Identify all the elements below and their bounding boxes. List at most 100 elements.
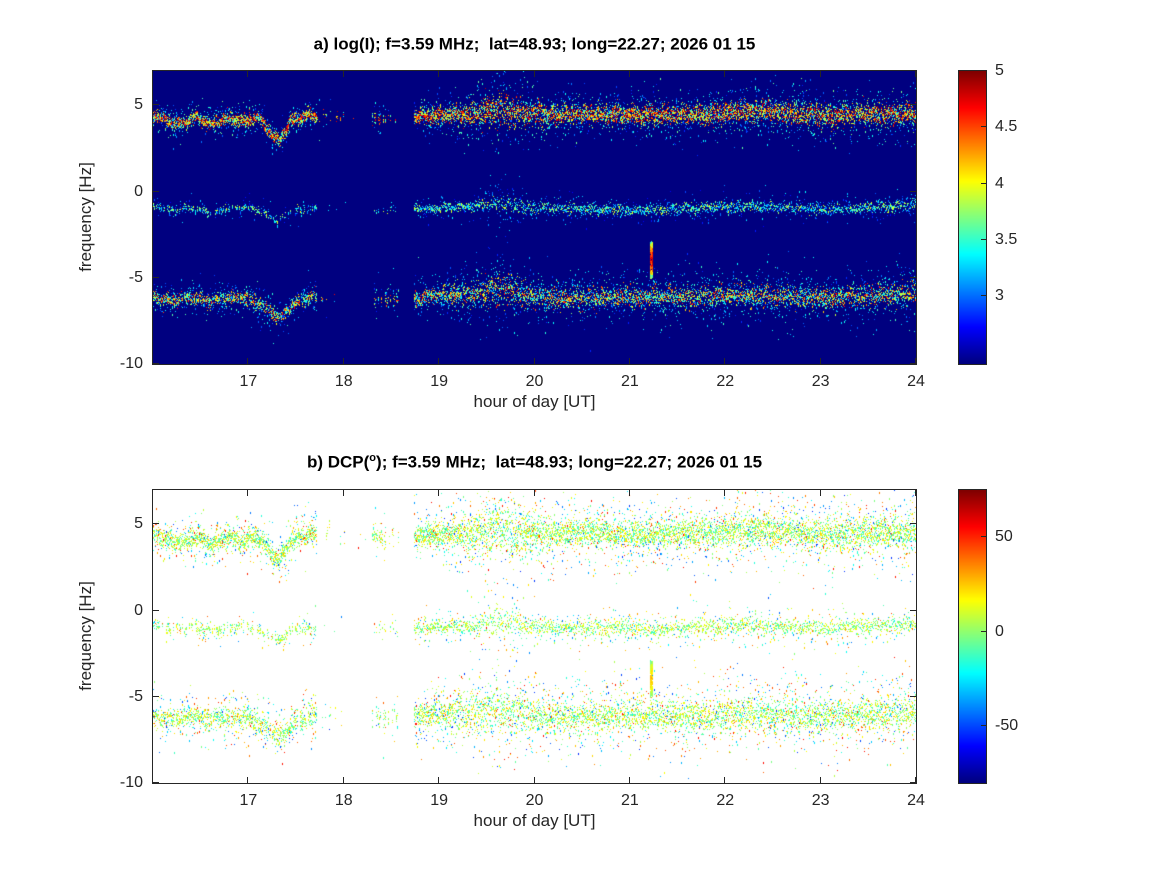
x-tick-label-a: 20 xyxy=(525,373,544,390)
x-tick-mark xyxy=(628,777,630,783)
panel-b-plot-area: 17 18 19 20 21 22 23 24 5 0 -5 -10 xyxy=(120,489,925,809)
x-tick-mark xyxy=(915,777,916,783)
panel-b-title-post: ); f=3.59 MHz; lat=48.93; long=22.27; 20… xyxy=(376,452,763,472)
panel-b-colorbar-gradient xyxy=(959,490,986,783)
x-tick-mark xyxy=(438,358,440,364)
panel-b-title-sup: o xyxy=(369,452,377,464)
colorbar-tick-label-b: -50 xyxy=(995,717,1019,735)
y-tick-label-b: 5 xyxy=(134,515,143,533)
panel-b-ylabel: frequency [Hz] xyxy=(76,581,95,691)
panel-b-xlabel: hour of day [UT] xyxy=(473,811,596,830)
x-tick-mark-top xyxy=(628,71,630,77)
panel-a-spectrogram-heatmap xyxy=(153,71,916,364)
colorbar-tick-label-a: 4 xyxy=(995,174,1004,192)
y-tick-mark xyxy=(153,609,159,611)
x-tick-label-a: 21 xyxy=(620,373,639,390)
x-tick-mark xyxy=(819,777,821,783)
x-tick-mark xyxy=(724,358,726,364)
colorbar-tick-mark xyxy=(981,239,986,241)
colorbar-tick-mark xyxy=(981,725,986,727)
y-tick-mark-right xyxy=(910,695,916,697)
x-tick-mark-top xyxy=(533,490,535,496)
x-tick-label-b: 18 xyxy=(334,792,353,809)
y-tick-label-a: 5 xyxy=(134,96,143,114)
x-tick-mark-top xyxy=(342,490,344,496)
x-tick-mark xyxy=(915,358,916,364)
colorbar-tick-mark xyxy=(981,630,986,632)
x-tick-mark-top xyxy=(628,490,630,496)
x-tick-mark-top xyxy=(533,71,535,77)
panel-a-title-pre: a) log(I); f=3.59 MHz; lat=48.93; long=2… xyxy=(313,34,756,54)
panel-b-spectrogram-heatmap xyxy=(153,490,916,783)
x-tick-mark-top xyxy=(247,71,249,77)
colorbar-tick-mark xyxy=(981,536,986,538)
y-tick-mark xyxy=(153,363,159,364)
x-tick-label-b: 21 xyxy=(620,792,639,809)
y-tick-mark-right xyxy=(910,276,916,278)
x-tick-label-b: 19 xyxy=(430,792,449,809)
x-tick-mark-top xyxy=(819,71,821,77)
colorbar-tick-label-a: 4.5 xyxy=(995,118,1018,136)
x-tick-mark xyxy=(533,777,535,783)
panel-a-ylabel: frequency [Hz] xyxy=(76,162,95,272)
x-tick-label-b: 17 xyxy=(239,792,258,809)
y-tick-mark xyxy=(153,695,159,697)
x-tick-mark-top xyxy=(724,71,726,77)
x-tick-mark-top xyxy=(724,490,726,496)
colorbar-tick-label-a: 3 xyxy=(995,287,1004,305)
panel-a-plot-area: 17 18 19 20 21 22 23 24 5 0 -5 -10 xyxy=(120,70,925,390)
y-tick-label-a: -5 xyxy=(128,268,143,286)
x-tick-mark-top xyxy=(247,490,249,496)
panel-a-colorbar-gradient xyxy=(959,71,986,364)
y-tick-label-b: -10 xyxy=(119,774,143,791)
y-tick-mark xyxy=(153,782,159,783)
x-tick-mark-top xyxy=(915,71,916,77)
x-tick-mark-top xyxy=(819,490,821,496)
x-tick-label-a: 19 xyxy=(430,373,449,390)
y-tick-mark-right xyxy=(910,523,916,525)
x-tick-mark-top xyxy=(438,71,440,77)
x-tick-label-a: 23 xyxy=(811,373,830,390)
colorbar-tick-mark xyxy=(981,295,986,297)
colorbar-tick-mark xyxy=(981,70,986,71)
y-tick-mark-right xyxy=(910,104,916,106)
x-tick-mark xyxy=(533,358,535,364)
x-tick-label-b: 20 xyxy=(525,792,544,809)
colorbar-tick-label-b: 0 xyxy=(995,622,1004,640)
panel-a-title: a) log(I); f=3.59 MHz; lat=48.93; long=2… xyxy=(152,34,917,55)
x-tick-mark xyxy=(438,777,440,783)
y-tick-mark xyxy=(153,104,159,106)
y-tick-mark-right xyxy=(910,190,916,192)
y-tick-label-a: 0 xyxy=(134,182,143,200)
y-tick-label-b: -5 xyxy=(128,687,143,705)
x-tick-mark xyxy=(342,358,344,364)
colorbar-tick-label-b: 50 xyxy=(995,528,1013,546)
x-tick-label-b: 22 xyxy=(716,792,735,809)
colorbar-tick-mark xyxy=(981,126,986,128)
y-tick-mark-right xyxy=(910,363,916,364)
x-tick-label-b: 23 xyxy=(811,792,830,809)
x-tick-mark xyxy=(247,358,249,364)
x-tick-mark-top xyxy=(342,71,344,77)
y-tick-mark xyxy=(153,190,159,192)
y-tick-mark-right xyxy=(910,609,916,611)
colorbar-tick-label-a: 5 xyxy=(995,62,1004,79)
panel-b-colorbar: 50 0 -50 xyxy=(958,489,1018,784)
colorbar-tick-mark xyxy=(981,182,986,184)
y-tick-label-b: 0 xyxy=(134,601,143,619)
x-tick-label-a: 22 xyxy=(716,373,735,390)
x-tick-label-a: 18 xyxy=(334,373,353,390)
x-tick-mark xyxy=(628,358,630,364)
colorbar-tick-label-a: 3.5 xyxy=(995,231,1018,249)
x-tick-mark xyxy=(724,777,726,783)
panel-b-title: b) DCP(o); f=3.59 MHz; lat=48.93; long=2… xyxy=(152,452,917,473)
x-tick-label-a: 17 xyxy=(239,373,258,390)
y-tick-mark xyxy=(153,523,159,525)
panel-a-colorbar: 5 4.5 4 3.5 3 xyxy=(958,62,1017,365)
panel-a-xlabel: hour of day [UT] xyxy=(473,392,596,411)
x-tick-mark xyxy=(819,358,821,364)
x-tick-label-b: 24 xyxy=(907,792,925,809)
x-tick-mark xyxy=(342,777,344,783)
x-tick-mark xyxy=(247,777,249,783)
